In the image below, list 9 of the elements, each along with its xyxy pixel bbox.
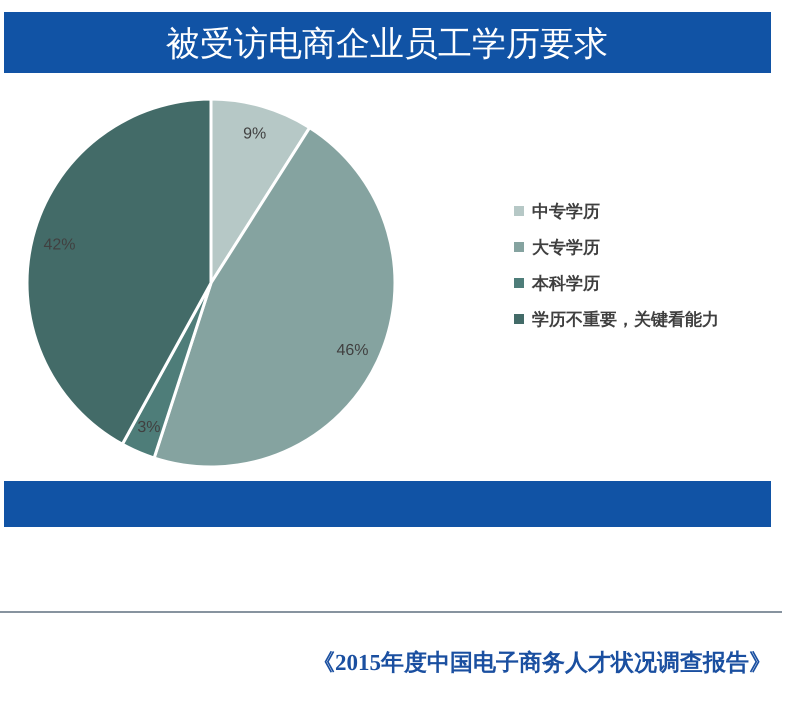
data-label: 46% bbox=[336, 342, 369, 360]
chart-title: 被受访电商企业员工学历要求 bbox=[166, 26, 608, 64]
legend-label: 本科学历 bbox=[531, 274, 600, 293]
data-label: 9% bbox=[243, 125, 266, 142]
legend-label: 学历不重要，关键看能力 bbox=[532, 310, 719, 329]
data-label: 3% bbox=[137, 419, 160, 436]
text: 《2015年度中国电子商务人才状况调查报告》 bbox=[312, 649, 772, 676]
legend-label: 大专学历 bbox=[532, 238, 600, 257]
legend-label: 中专学历 bbox=[532, 202, 600, 221]
